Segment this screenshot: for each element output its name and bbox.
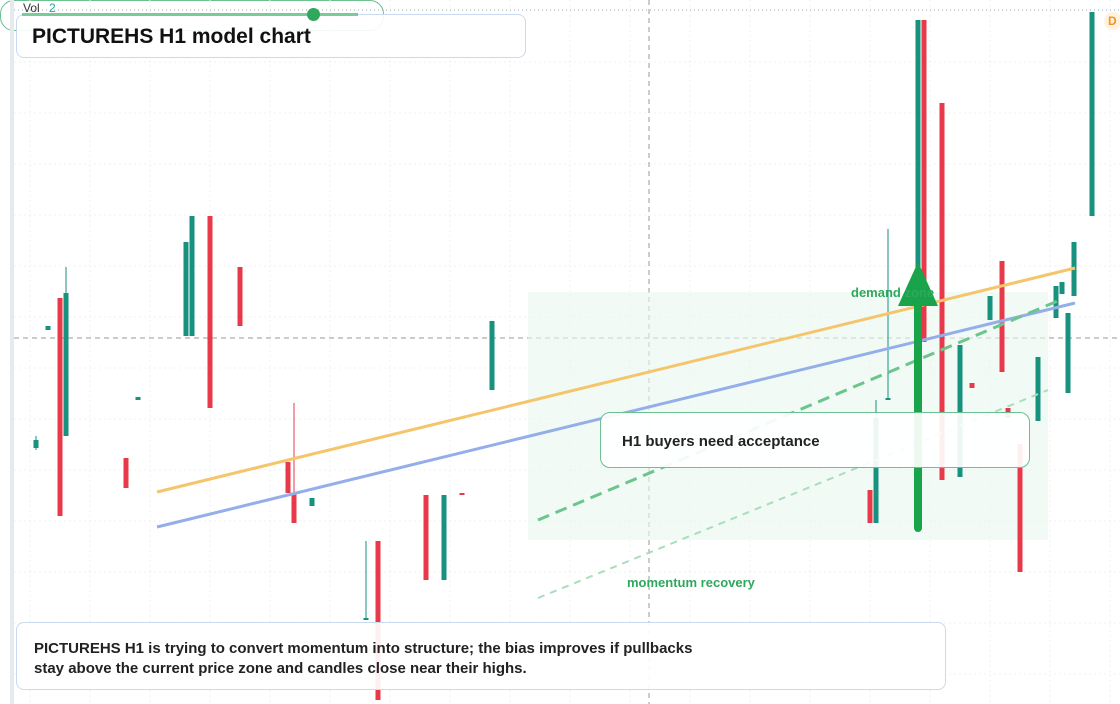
- candle-body: [45, 326, 51, 330]
- note-line: stay above the current price zone and ca…: [34, 660, 527, 677]
- chart-title: PICTUREHS H1 model chart: [16, 14, 526, 58]
- candle-body: [57, 298, 63, 516]
- candle-body: [291, 493, 297, 523]
- zone-label: demand zone: [851, 285, 935, 300]
- candle-body: [885, 398, 891, 400]
- candle-body: [1017, 444, 1023, 572]
- candle-body: [1059, 282, 1065, 294]
- slider-track: [22, 13, 358, 16]
- indicator-label: momentum recovery: [627, 575, 755, 590]
- candle-body: [1089, 12, 1095, 216]
- candle-body: [135, 397, 141, 400]
- candle-body: [987, 296, 993, 320]
- slider-knob[interactable]: [307, 8, 320, 21]
- candle-body: [969, 383, 975, 388]
- candle-body: [489, 321, 495, 390]
- arrow-head: [898, 262, 938, 306]
- candle-body: [921, 20, 927, 342]
- volume-label: Vol: [23, 1, 40, 15]
- left-edge: [10, 0, 14, 704]
- candle-body: [1065, 313, 1071, 393]
- candle-body: [375, 541, 381, 700]
- badge: D: [1104, 12, 1120, 30]
- callout: H1 buyers need acceptance: [600, 412, 1030, 468]
- candle-body: [459, 493, 465, 495]
- volume-value: 2: [49, 1, 56, 15]
- candle-body: [939, 103, 945, 480]
- candle-body: [183, 242, 189, 336]
- candles: [33, 12, 1095, 700]
- candle-body: [33, 440, 39, 448]
- candle-body: [237, 267, 243, 326]
- note-line: PICTUREHS H1 is trying to convert moment…: [34, 640, 693, 657]
- candle-body: [189, 216, 195, 336]
- candle-body: [1035, 357, 1041, 421]
- candle-body: [285, 462, 291, 493]
- note: PICTUREHS H1 is trying to convert moment…: [16, 622, 946, 690]
- candle-body: [63, 293, 69, 436]
- candle-body: [309, 498, 315, 506]
- candle-body: [999, 261, 1005, 372]
- candle-body: [873, 418, 879, 523]
- candle-body: [363, 618, 369, 620]
- candle-body: [123, 458, 129, 488]
- candle-body: [207, 216, 213, 408]
- candle-body: [957, 345, 963, 477]
- candle-body: [441, 495, 447, 580]
- candle-body: [423, 495, 429, 580]
- candle-body: [867, 490, 873, 523]
